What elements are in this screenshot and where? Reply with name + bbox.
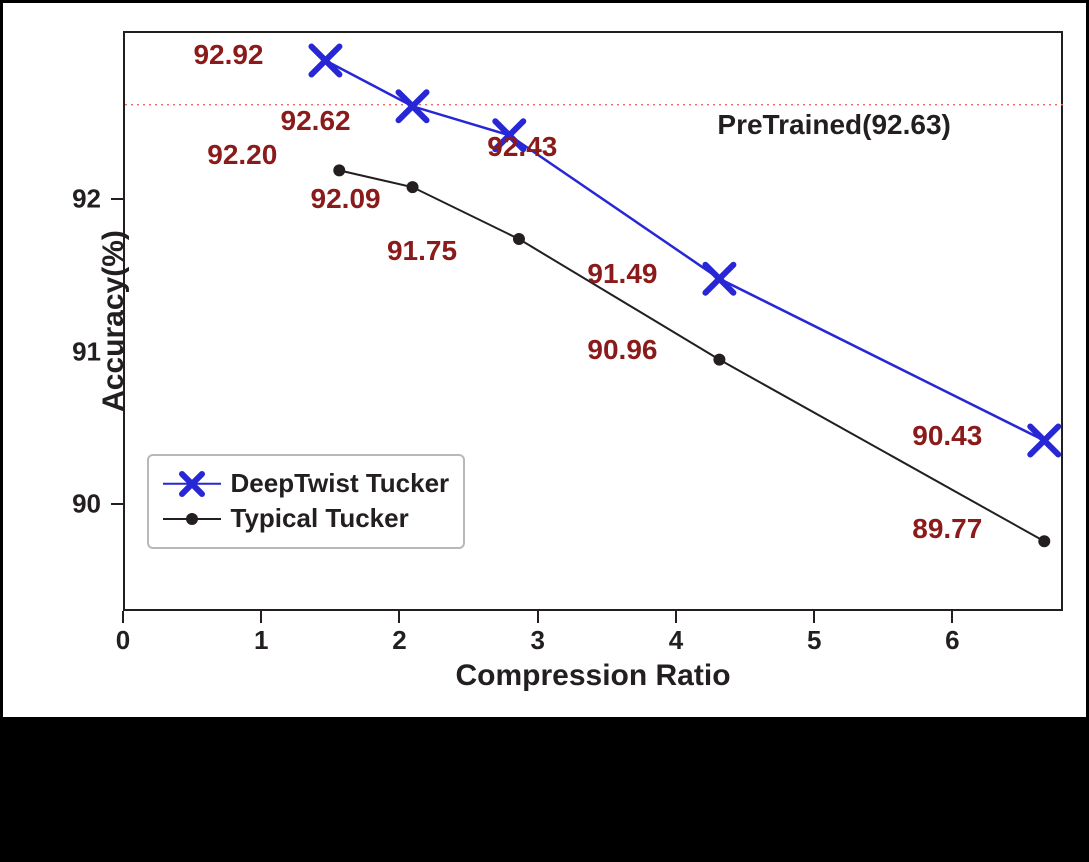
data-point-label: 92.43 — [487, 131, 557, 163]
y-tick-label: 90 — [41, 489, 101, 520]
legend: DeepTwist TuckerTypical Tucker — [147, 454, 466, 548]
x-axis-label: Compression Ratio — [455, 659, 730, 693]
legend-swatch — [163, 508, 221, 530]
data-point-label: 92.92 — [193, 39, 263, 71]
legend-item: Typical Tucker — [163, 501, 450, 536]
legend-label: DeepTwist Tucker — [231, 466, 450, 501]
data-point-label: 89.77 — [912, 513, 982, 545]
pretrained-label: PreTrained(92.63) — [717, 109, 950, 141]
legend-label: Typical Tucker — [231, 501, 409, 536]
legend-item: DeepTwist Tucker — [163, 466, 450, 501]
data-point-label: 92.09 — [311, 183, 381, 215]
data-point-label: 91.49 — [587, 258, 657, 290]
y-tick-label: 91 — [41, 336, 101, 367]
y-tick-label: 92 — [41, 183, 101, 214]
x-tick-label: 5 — [807, 625, 821, 656]
data-point-label: 91.75 — [387, 235, 457, 267]
x-tick-label: 1 — [254, 625, 268, 656]
data-point-label: 90.43 — [912, 420, 982, 452]
figure-container: 0 1 2 3 4 5 6 90 91 92 Compression Ratio Accuracy… — [0, 0, 1089, 720]
data-point-label: 92.20 — [207, 139, 277, 171]
x-tick-label: 6 — [945, 625, 959, 656]
data-point-label: 92.62 — [281, 105, 351, 137]
data-point-label: 90.96 — [587, 334, 657, 366]
x-tick-label: 3 — [530, 625, 544, 656]
legend-swatch — [163, 473, 221, 495]
x-tick-label: 2 — [392, 625, 406, 656]
x-tick-label: 0 — [116, 625, 130, 656]
x-tick-label: 4 — [669, 625, 683, 656]
y-axis-label: Accuracy(%) — [97, 230, 131, 412]
